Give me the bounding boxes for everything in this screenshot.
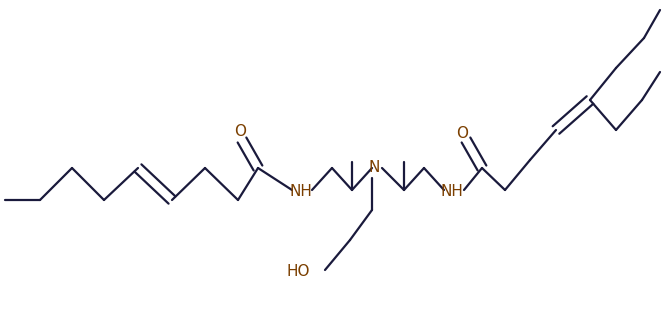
Text: O: O <box>234 124 246 140</box>
Text: N: N <box>368 161 380 175</box>
Text: HO: HO <box>287 265 310 279</box>
Text: NH: NH <box>289 184 313 200</box>
Text: O: O <box>456 126 468 141</box>
Text: NH: NH <box>441 184 464 200</box>
